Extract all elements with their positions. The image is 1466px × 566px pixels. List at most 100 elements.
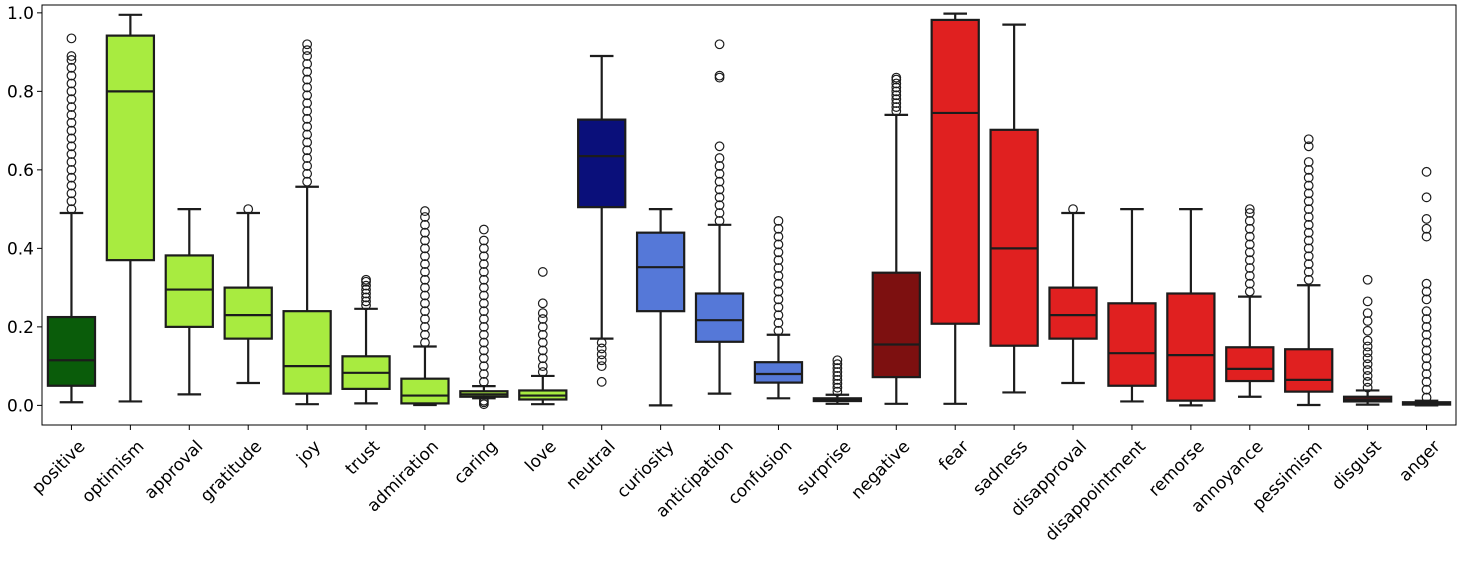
outlier-point (302, 129, 313, 140)
outlier-point (714, 176, 725, 187)
outlier-point (420, 235, 430, 246)
box-iqr (1048, 286, 1098, 340)
outlier-point (1303, 212, 1314, 222)
outlier-point (1421, 321, 1432, 332)
outlier-point (66, 102, 77, 112)
outlier-point (420, 251, 430, 262)
outlier-point (773, 263, 784, 273)
outlier-point (302, 74, 313, 85)
outlier-point (773, 286, 784, 297)
outlier-point (478, 369, 489, 379)
box-iqr (1284, 348, 1334, 393)
outlier-point (537, 308, 548, 319)
y-tick-label: 1.0 (7, 4, 34, 24)
outlier-point (1244, 247, 1255, 258)
outlier-point (302, 168, 313, 179)
outlier-point (773, 270, 784, 281)
box-iqr (223, 286, 273, 340)
outlier-point (66, 78, 77, 89)
outlier-point (1362, 335, 1373, 346)
outlier-point (1303, 141, 1314, 152)
box-iqr (164, 254, 214, 328)
outlier-point (420, 337, 430, 348)
outlier-point (302, 121, 313, 132)
box-iqr (1166, 292, 1216, 402)
outlier-point (478, 251, 489, 262)
box-gratitude (223, 204, 273, 385)
outlier-point (1421, 337, 1432, 348)
outlier-point (302, 82, 313, 93)
outlier-point (302, 98, 313, 109)
outlier-point (361, 274, 371, 285)
box-annoyance (1225, 204, 1275, 398)
outlier-point (66, 133, 77, 144)
outlier-point (420, 212, 430, 222)
outlier-point (361, 292, 371, 303)
outlier-point (361, 284, 371, 295)
outlier-point (302, 58, 313, 69)
outlier-point (1303, 157, 1314, 167)
outlier-point (596, 343, 607, 354)
outlier-point (420, 282, 430, 293)
outlier-point (420, 314, 430, 324)
outlier-point (420, 298, 430, 309)
outlier-point (714, 161, 725, 171)
outlier-point (596, 349, 607, 360)
outlier-point (773, 239, 784, 250)
outlier-point (1303, 204, 1314, 215)
outlier-point (478, 361, 489, 372)
outlier-point (420, 274, 430, 285)
box-admiration (400, 206, 450, 407)
outlier-point (537, 353, 548, 364)
box-iqr (46, 315, 97, 387)
outlier-point (596, 361, 607, 372)
outlier-point (891, 106, 902, 116)
outlier-point (1303, 235, 1314, 246)
outlier-point (891, 82, 902, 93)
outlier-point (478, 290, 489, 301)
outlier-point (1303, 267, 1314, 277)
box-caring (459, 224, 509, 410)
outlier-point (714, 153, 725, 163)
outlier-point (1303, 251, 1314, 262)
outlier-point (66, 180, 77, 191)
box-optimism (105, 13, 156, 403)
outlier-point (1244, 278, 1255, 289)
outlier-point (537, 345, 548, 356)
outlier-point (478, 267, 489, 277)
outlier-point (1303, 196, 1314, 207)
outlier-point (302, 66, 313, 77)
outlier-point (832, 363, 843, 373)
outlier-point (1362, 376, 1373, 387)
outlier-point (1362, 371, 1373, 381)
box-negative (871, 72, 921, 405)
outlier-point (832, 367, 843, 377)
box-plot-marks (46, 12, 1452, 410)
outlier-point (1421, 286, 1432, 297)
outlier-point (66, 55, 77, 65)
outlier-point (1244, 255, 1255, 266)
outlier-point (596, 355, 607, 366)
outlier-point (714, 184, 725, 195)
outlier-point (1303, 180, 1314, 191)
box-iqr (282, 310, 332, 395)
box-pessimism (1284, 134, 1334, 407)
outlier-point (1303, 134, 1314, 145)
outlier-point (1244, 223, 1255, 234)
outlier-point (891, 98, 902, 109)
outlier-point (1421, 392, 1432, 403)
outlier-point (1421, 361, 1432, 372)
outlier-point (478, 353, 489, 364)
outlier-point (773, 215, 784, 226)
outlier-point (714, 39, 725, 50)
box-neutral (577, 54, 627, 387)
outlier-point (66, 204, 77, 215)
box-surprise (812, 355, 863, 405)
box-iqr (989, 128, 1039, 347)
outlier-point (1303, 164, 1314, 175)
outlier-point (66, 164, 77, 175)
outlier-point (302, 137, 313, 148)
box-disapproval (1048, 204, 1098, 385)
outlier-point (1421, 376, 1432, 387)
